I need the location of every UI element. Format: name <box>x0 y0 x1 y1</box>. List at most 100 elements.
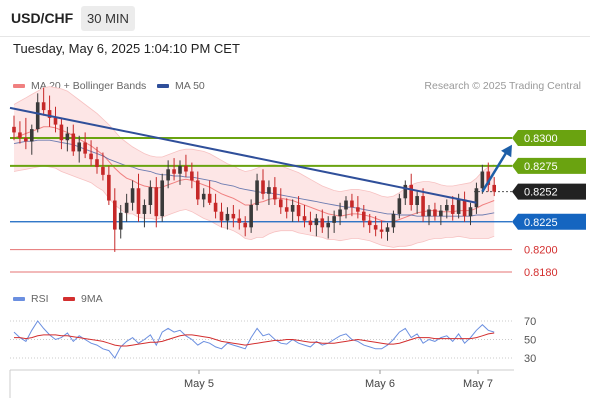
candle-body <box>112 200 117 230</box>
candle-body <box>24 138 28 142</box>
level-label-box <box>512 213 586 230</box>
level-label: 0.8252 <box>524 187 558 199</box>
chart-datetime: Tuesday, May 6, 2025 1:04:10 PM CET <box>13 41 240 56</box>
candle-body <box>338 209 342 217</box>
candle-body <box>439 210 443 217</box>
level-label: 0.8225 <box>524 217 558 229</box>
bollinger-upper <box>13 86 495 198</box>
candle-body <box>486 171 491 185</box>
candle-body <box>278 199 283 208</box>
candle-body <box>261 180 265 194</box>
candle-body <box>41 102 46 111</box>
candle-body <box>142 205 147 214</box>
ma20-swatch <box>13 84 25 89</box>
candle-body <box>35 102 40 130</box>
candle-body <box>118 212 123 230</box>
candle-body <box>403 184 408 199</box>
candle-body <box>284 207 289 212</box>
timeframe-button[interactable]: 30 MIN <box>81 6 135 31</box>
x-axis-label: May 7 <box>463 378 493 390</box>
candle-body <box>95 159 99 168</box>
candle-body <box>492 184 497 192</box>
candle-body <box>29 129 34 142</box>
rsi-tick-label: 30 <box>524 353 536 365</box>
downtrend-line <box>9 106 477 204</box>
x-axis: May 5 May 6 May 7 <box>9 369 514 398</box>
candle-body <box>219 211 224 221</box>
candle-body <box>190 171 194 181</box>
candle-body <box>450 205 455 214</box>
bollinger-lower <box>13 165 495 248</box>
candle-body <box>195 180 200 200</box>
candle-body <box>237 218 242 223</box>
candle-body <box>89 153 93 160</box>
candle-body <box>415 196 419 205</box>
candle-body <box>154 187 159 217</box>
candle-body <box>409 184 414 205</box>
candle-body <box>160 180 165 217</box>
legend-rsi-label: RSI <box>31 293 49 305</box>
candle-body <box>361 211 366 221</box>
projection-arrow-head <box>501 144 512 158</box>
candle-body <box>350 200 354 208</box>
level-label: 0.8180 <box>524 267 558 279</box>
candle-body <box>249 205 253 228</box>
candle-body <box>462 199 467 217</box>
candle-body <box>178 165 182 174</box>
candle-body <box>184 165 188 172</box>
symbol-title: USD/CHF <box>11 10 74 26</box>
candle-body <box>65 133 70 141</box>
rsi-tick-label: 50 <box>524 335 536 347</box>
candle-body <box>290 205 295 212</box>
legend-rsi-ma: 9MA <box>63 293 103 305</box>
candle-body <box>379 229 384 232</box>
legend-ma50-label: MA 50 <box>175 80 205 92</box>
candle-body <box>397 198 402 214</box>
candle-body <box>391 213 396 228</box>
candle-body <box>385 227 390 232</box>
rsi-tick-label: 70 <box>524 316 536 328</box>
legend-rsi: RSI <box>13 293 49 305</box>
candle-body <box>255 180 259 205</box>
candle-body <box>273 187 277 200</box>
bollinger-band-fill <box>14 86 495 248</box>
candle-body <box>12 126 16 133</box>
candle-body <box>474 188 479 208</box>
research-credit: Research © 2025 Trading Central <box>424 80 581 92</box>
candle-body <box>207 193 212 203</box>
legend-rsi-ma-label: 9MA <box>81 293 103 305</box>
candle-body <box>130 188 135 203</box>
candle-body <box>468 207 473 217</box>
rsi-line <box>13 320 495 359</box>
candle-body <box>101 167 105 175</box>
candle-body <box>71 133 76 152</box>
level-label: 0.8200 <box>524 245 558 257</box>
candle-body <box>356 207 360 212</box>
candle-body <box>124 202 129 213</box>
chart-header: USD/CHF 30 MIN <box>0 0 590 37</box>
candle-body <box>148 187 153 205</box>
candle-body <box>267 187 271 194</box>
candle-body <box>77 142 82 152</box>
level-label-box <box>512 157 586 174</box>
candle-body <box>320 218 325 228</box>
level-label-box <box>512 183 586 200</box>
rsi-9ma-line <box>14 332 495 347</box>
candle-body <box>136 188 141 214</box>
rsi-swatch <box>13 297 25 302</box>
candle-body <box>332 216 336 223</box>
candle-body <box>308 220 313 226</box>
candle-body <box>480 171 485 189</box>
candle-body <box>231 213 236 219</box>
candle-body <box>243 222 248 228</box>
candles <box>12 87 497 252</box>
candle-body <box>302 216 307 221</box>
ma50-swatch <box>157 84 169 89</box>
candle-body <box>421 196 425 217</box>
candle-body <box>314 218 319 226</box>
rsi-panel: 70 50 30 <box>10 316 536 365</box>
candle-body <box>213 202 218 212</box>
candle-body <box>456 199 461 214</box>
